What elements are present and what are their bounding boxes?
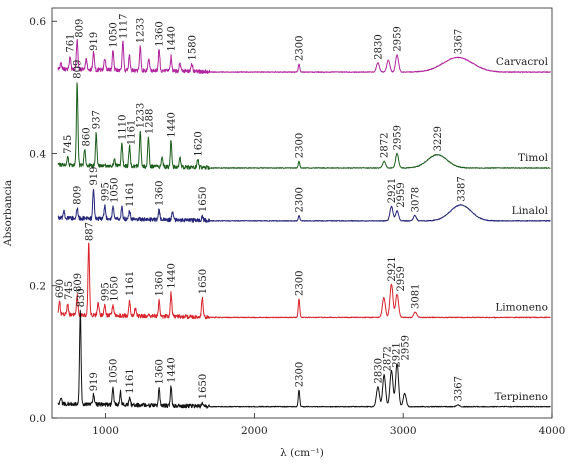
peak-label: 2830 — [373, 358, 384, 383]
peak-label: 809 — [75, 19, 86, 38]
peak-label: 2300 — [295, 133, 306, 158]
peak-label: 1161 — [126, 120, 137, 145]
peak-label: 1050 — [109, 177, 120, 202]
peak-label: 1288 — [145, 109, 156, 134]
peak-label: 809 — [73, 186, 84, 205]
peak-label: 2300 — [295, 362, 306, 387]
series-line-timol — [57, 82, 551, 170]
peak-label: 2872 — [380, 133, 391, 158]
plot-border — [51, 7, 553, 419]
peak-label: 809 — [73, 60, 84, 79]
peak-label: 1050 — [109, 22, 120, 47]
x-axis-title: λ (cm⁻¹) — [280, 447, 324, 459]
peak-label: 1233 — [136, 18, 147, 43]
x-tick-label: 3000 — [390, 425, 417, 437]
y-tick-label: 0.4 — [29, 148, 46, 160]
x-tick-label: 2000 — [241, 425, 268, 437]
peak-label: 690 — [55, 279, 66, 298]
peak-label: 919 — [89, 166, 100, 185]
peak-label: 1440 — [167, 263, 178, 288]
peak-label: 860 — [82, 127, 93, 146]
peak-label: 937 — [92, 110, 103, 129]
series-line-linalol — [57, 188, 551, 223]
peak-label: 1360 — [155, 21, 166, 46]
series-line-carvacrol — [57, 39, 551, 74]
series-label: Timol — [518, 152, 549, 164]
peak-label: 2959 — [393, 125, 404, 150]
series-label: Carvacrol — [496, 56, 549, 68]
peak-label: 1440 — [167, 112, 178, 137]
peak-label: 1161 — [125, 368, 136, 393]
peak-label: 995 — [100, 282, 111, 301]
x-tick-label: 1000 — [92, 425, 119, 437]
peak-label: 3367 — [453, 29, 464, 54]
peak-label: 1650 — [198, 187, 209, 212]
peak-label: 1117 — [118, 13, 129, 38]
axis-layer: 1000 2000 3000 4000 0.0 0.2 0.4 0.6 λ (cm⁻¹) Abso… — [2, 16, 565, 459]
peak-label: 2300 — [295, 36, 306, 61]
peak-label: 2959 — [396, 182, 407, 207]
peak-label: 1050 — [109, 359, 120, 384]
peak-label: 919 — [89, 372, 100, 391]
peak-label: 2300 — [295, 271, 306, 296]
plot-frame — [51, 7, 553, 419]
peak-label: 3081 — [411, 284, 422, 309]
peak-label: 2872 — [382, 346, 393, 371]
series-line-limoneno — [57, 242, 551, 320]
peak-label: 1161 — [125, 271, 136, 296]
series-layer — [57, 39, 551, 409]
peak-label: 1161 — [125, 182, 136, 207]
peak-label: 919 — [89, 32, 100, 51]
peak-label: 809 — [73, 273, 84, 292]
peak-label: 2300 — [295, 187, 306, 212]
peak-label: 3229 — [433, 126, 444, 151]
peak-label: 745 — [64, 281, 75, 300]
y-tick-label: 0.2 — [29, 281, 46, 293]
peak-label: 1360 — [155, 271, 166, 296]
x-tick-label: 4000 — [539, 425, 566, 437]
series-label: Terpineno — [494, 391, 548, 403]
y-tick-label: 0.6 — [29, 16, 46, 28]
peak-label: 3078 — [410, 187, 421, 212]
peak-label: 1110 — [117, 115, 128, 140]
peak-label: 1440 — [167, 357, 178, 382]
peak-label: 2921 — [387, 178, 398, 203]
peak-label: 995 — [100, 182, 111, 201]
series-line-terpineno — [57, 309, 551, 409]
peak-label: 830 — [76, 288, 87, 307]
peak-label: 1440 — [167, 26, 178, 51]
peak-label: 2959 — [396, 266, 407, 291]
peak-label: 1620 — [193, 131, 204, 156]
peak-label: 3387 — [456, 176, 467, 201]
series-label: Linalol — [512, 205, 549, 217]
peak-label: 3367 — [453, 376, 464, 401]
peak-label: 2959 — [393, 26, 404, 51]
peak-label: 1650 — [198, 374, 209, 399]
peak-label: 1360 — [155, 180, 166, 205]
peak-label: 2921 — [391, 342, 402, 367]
peak-label: 761 — [66, 33, 77, 52]
peak-label: 2830 — [373, 34, 384, 59]
peak-label: 745 — [63, 135, 74, 154]
peak-label: 2921 — [387, 256, 398, 281]
y-axis-title: Absorbancia — [2, 180, 14, 247]
peak-label: 887 — [84, 222, 95, 241]
peak-label: 1580 — [187, 35, 198, 60]
peak-label: 1233 — [136, 103, 147, 128]
peak-label: 2959 — [400, 335, 411, 360]
series-label: Limoneno — [495, 301, 548, 313]
peak-label: 1360 — [155, 359, 166, 384]
peak-label: 1050 — [109, 276, 120, 301]
y-tick-label: 0.0 — [29, 413, 46, 425]
peak-label: 1650 — [198, 269, 209, 294]
